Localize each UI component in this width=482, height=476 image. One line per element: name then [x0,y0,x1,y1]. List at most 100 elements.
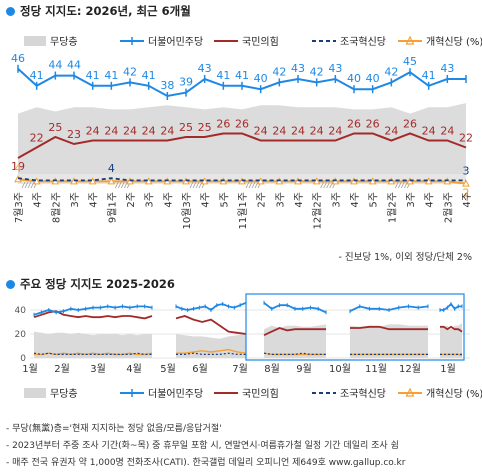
label-ppp: 26 [366,118,380,131]
x-tick-label: 4주 [350,192,361,208]
break-hatch [323,181,328,189]
x-tick-label: 7월3주 [13,192,25,223]
series-line-ppp [350,325,428,331]
chart2-title: 주요 정당 지지도 2025-2026 [6,276,175,292]
chart1-title: 정당 지지도: 2026년, 최근 6개월 [6,3,191,19]
break-hatch [400,181,405,189]
label-rk: 4 [108,162,115,175]
break-hatch [120,181,125,189]
x-tick-label: 7월 [232,363,248,375]
label-ppp: 24 [384,125,398,138]
break-hatch [24,181,29,189]
x-tick-label: 3월 [90,363,106,375]
break-hatch [21,181,26,189]
label-dem: 43 [440,62,454,75]
break-hatch [117,181,122,189]
label-dem: 38 [160,79,174,92]
series-area-none [440,323,462,358]
series-line-ppp [263,327,326,337]
x-tick-label: 6월 [192,363,208,375]
break-hatch [27,181,32,189]
label-dem: 46 [11,52,25,65]
x-tick-label: 9월1주 [106,192,118,223]
label-dem: 41 [86,69,100,82]
footnote-3: - 매주 전국 유권자 약 1,000명 전화조사(CATI). 한국갤럽 데일… [6,458,406,468]
label-ppp: 23 [67,128,81,141]
label-dem: 41 [235,69,249,82]
label-ppp: 24 [123,125,137,138]
label-dem: 45 [403,55,417,68]
label-ppp: 24 [160,125,174,138]
label-dem: 40 [347,72,361,85]
x-tick-label: 2월 [54,363,70,375]
break-hatch [248,181,253,189]
legend-label-ppp: 국민의힘 [242,388,279,400]
label-dem: 43 [198,62,212,75]
label-rk: 4 [15,162,22,175]
series-line-ppp [33,310,153,320]
break-hatch [123,181,128,189]
label-dem: 41 [104,69,118,82]
legend-label-ref: 개혁신당 (%) [426,36,482,48]
x-tick-label: 12월 [399,363,421,375]
series-line-ref [440,353,463,357]
point-ref [32,177,41,185]
label-ppp: 26 [347,118,361,131]
label-dem: 41 [216,69,230,82]
break-hatch [394,181,399,189]
y-tick-label: 0 [20,354,26,364]
x-tick-label: 11월 [365,363,387,375]
series-line-ref [176,348,247,354]
label-ppp: 26 [216,118,230,131]
legend-label-none: 무당층 [50,388,78,400]
series-line-rk [17,177,466,182]
label-ppp: 24 [272,125,286,138]
label-ppp: 24 [291,125,305,138]
label-dem: 39 [179,76,193,89]
series-area-none [264,324,326,358]
x-tick-label: 2주 [126,192,137,208]
legend-swatch-none [24,388,46,398]
break-hatch [189,181,194,189]
x-tick-label: 4주 [425,192,436,208]
y-tick-label: 40 [15,306,27,316]
x-tick-label: 8월2주 [50,192,62,223]
legend-label-rk: 조국혁신당 [340,388,386,400]
label-ppp: 25 [179,121,193,134]
legend-label-dem: 더불어민주당 [148,36,203,48]
x-tick-label: 4주 [294,192,305,208]
label-dem: 42 [272,65,286,78]
break-hatch [320,181,325,189]
label-ppp: 22 [459,132,473,145]
legend-swatch-none [24,36,46,46]
footnote-1: - 무당(無黨)층='현재 지지하는 정당 없음/모름/응답거절' [6,424,222,434]
break-hatch [114,181,119,189]
x-tick-label: 1월 [22,363,38,375]
label-ppp: 25 [48,121,62,134]
bullet-icon [6,279,15,289]
x-tick-label: 3주 [331,192,342,208]
bullet-icon [6,6,15,16]
x-tick-label: 10월 [329,363,351,375]
series-area-none [34,331,152,358]
label-dem: 40 [366,72,380,85]
x-tick-label: 5월 [160,363,176,375]
x-tick-label: 8월 [264,363,280,375]
label-dem: 41 [422,69,436,82]
legend-label-ref: 개혁신당 (%) [426,388,482,400]
x-tick-label: 4주 [163,192,174,208]
chart1-legend: 무당층 더불어민주당 국민의힘 조국혁신당 개혁신당 (%) [24,35,482,48]
series-area-none [350,324,428,358]
series-area-none [18,103,466,184]
break-hatch [329,181,334,189]
break-hatch [195,181,200,189]
x-tick-label: 2주 [257,192,268,208]
legend-label-dem: 더불어민주당 [148,388,203,400]
x-tick-label: 4주 [33,192,44,208]
label-dem: 43 [291,62,305,75]
label-rk: 3 [463,164,470,177]
legend-label-ppp: 국민의힘 [242,36,279,48]
label-dem: 40 [254,72,268,85]
break-hatch [403,181,408,189]
